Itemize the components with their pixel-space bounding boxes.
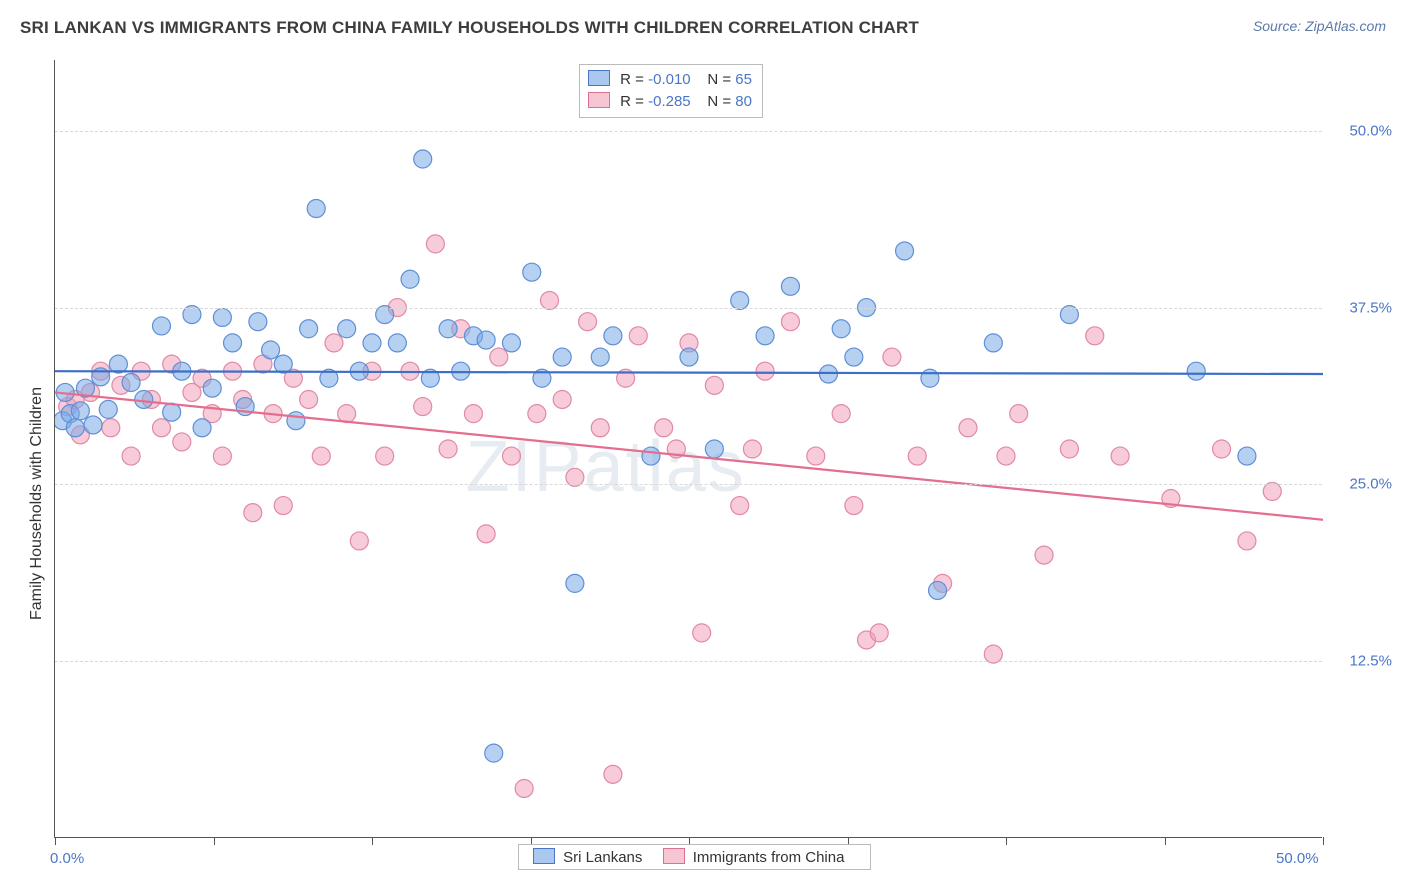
legend-r-b: -0.285 xyxy=(648,93,691,110)
x-tick xyxy=(372,837,373,845)
legend-row-b: R = -0.285 N = 80 xyxy=(588,91,752,113)
plot-area: ZIPatlas R = -0.010 N = 65 R = -0.285 N … xyxy=(54,60,1322,838)
source-label: Source: ZipAtlas.com xyxy=(1253,18,1386,34)
legend-r-a: -0.010 xyxy=(648,71,691,88)
legend-swatch-b xyxy=(588,92,610,108)
legend-series: Sri Lankans Immigrants from China xyxy=(518,844,871,870)
chart-title: SRI LANKAN VS IMMIGRANTS FROM CHINA FAMI… xyxy=(20,18,919,37)
x-tick xyxy=(1006,837,1007,845)
x-axis-max-label: 50.0% xyxy=(1276,850,1319,867)
x-tick xyxy=(55,837,56,845)
x-axis-min-label: 0.0% xyxy=(50,850,84,867)
y-tick-label: 50.0% xyxy=(1332,122,1392,139)
gridline xyxy=(55,131,1322,132)
legend-swatch-a xyxy=(588,70,610,86)
legend-n-label: N = xyxy=(707,93,731,110)
legend-label-a: Sri Lankans xyxy=(563,849,642,866)
header: SRI LANKAN VS IMMIGRANTS FROM CHINA FAMI… xyxy=(20,18,1386,46)
gridline xyxy=(55,484,1322,485)
y-tick-label: 37.5% xyxy=(1332,299,1392,316)
legend-label-b: Immigrants from China xyxy=(693,849,845,866)
y-tick-label: 12.5% xyxy=(1332,653,1392,670)
legend-r-label: R = xyxy=(620,93,644,110)
legend-n-b: 80 xyxy=(735,93,752,110)
legend-r-label: R = xyxy=(620,71,644,88)
legend-swatch-b xyxy=(663,848,685,864)
legend-swatch-a xyxy=(533,848,555,864)
gridline xyxy=(55,661,1322,662)
gridline xyxy=(55,308,1322,309)
y-axis-label: Family Households with Children xyxy=(28,387,46,620)
legend-n-label: N = xyxy=(707,71,731,88)
y-tick-label: 25.0% xyxy=(1332,476,1392,493)
legend-row-a: R = -0.010 N = 65 xyxy=(588,69,752,91)
x-tick xyxy=(1165,837,1166,845)
x-tick xyxy=(1323,837,1324,845)
legend-correlation: R = -0.010 N = 65 R = -0.285 N = 80 xyxy=(579,64,763,118)
x-tick xyxy=(214,837,215,845)
scatter-svg xyxy=(55,60,1323,838)
legend-n-a: 65 xyxy=(735,71,752,88)
